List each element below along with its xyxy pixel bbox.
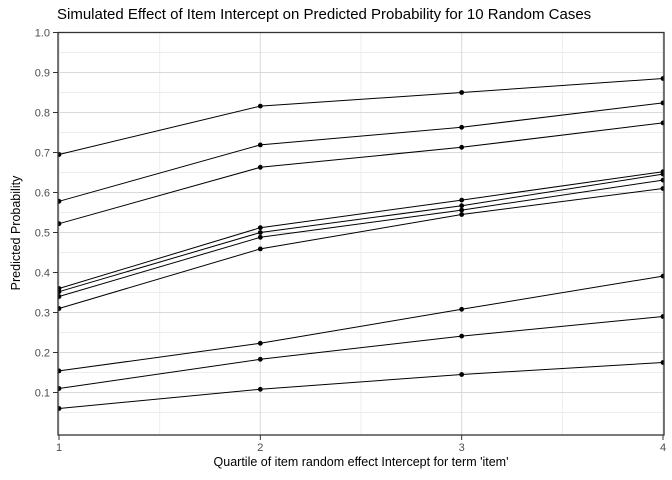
data-point-case_5-x4: [660, 171, 664, 177]
tick-label-y: 0.4: [35, 268, 50, 280]
data-point-case_10-x2: [257, 386, 263, 392]
data-point-case_9-x3: [459, 333, 465, 339]
data-point-case_8-x3: [459, 306, 465, 312]
data-point-case_8-x4: [660, 273, 664, 279]
data-point-case_5-x3: [459, 203, 465, 209]
data-point-case_2-x4: [660, 100, 664, 106]
data-point-case_10-x4: [660, 360, 664, 365]
x-axis-title: Quartile of item random effect Intercept…: [213, 455, 509, 469]
data-point-case_6-x1: [58, 294, 62, 299]
tick-label-y: 0.3: [35, 308, 50, 320]
data-point-case_3-x3: [459, 144, 465, 150]
data-point-case_2-x3: [459, 124, 465, 130]
data-point-case_8-x1: [58, 368, 62, 374]
tick-label-y: 0.1: [35, 388, 50, 400]
data-point-case_1-x4: [660, 76, 664, 81]
series-line-case_1: [58, 78, 664, 155]
data-point-case_7-x2: [257, 246, 263, 252]
tick-label-x: 2: [257, 442, 263, 454]
panel-border: [57, 31, 665, 436]
data-point-case_7-x3: [459, 212, 465, 217]
data-point-case_3-x1: [58, 221, 62, 227]
data-point-case_3-x4: [660, 120, 664, 126]
data-point-case_7-x4: [660, 186, 664, 191]
chart-title: Simulated Effect of Item Intercept on Pr…: [57, 6, 592, 23]
data-point-case_5-x2: [257, 230, 263, 235]
data-point-case_9-x1: [58, 386, 62, 391]
data-point-case_9-x2: [257, 356, 263, 362]
series-group: [58, 76, 664, 411]
tick-label-y: 0.6: [35, 188, 50, 200]
tick-label-y: 1.0: [35, 28, 50, 40]
series-line-case_6: [58, 179, 664, 297]
tick-label-y: 0.9: [35, 68, 50, 80]
data-point-case_8-x2: [257, 340, 263, 346]
data-point-case_5-x1: [58, 289, 62, 295]
data-point-case_7-x1: [58, 306, 62, 311]
data-point-case_3-x2: [257, 164, 263, 170]
data-point-case_2-x2: [257, 142, 263, 148]
tick-label-x: 1: [56, 442, 62, 454]
tick-label-y: 0.2: [35, 348, 50, 360]
tick-label-x: 3: [459, 442, 465, 454]
tick-label-x: 4: [660, 442, 666, 454]
data-point-case_6-x4: [660, 177, 664, 183]
data-point-case_2-x1: [58, 198, 62, 204]
tick-label-y: 0.8: [35, 108, 50, 120]
data-point-case_6-x3: [459, 207, 465, 213]
series-line-case_8: [58, 275, 664, 372]
data-point-case_4-x2: [257, 225, 263, 231]
data-point-case_4-x3: [459, 197, 465, 203]
series-line-case_3: [58, 122, 664, 225]
series-line-case_2: [58, 102, 664, 202]
series-line-case_9: [58, 316, 664, 389]
data-point-case_6-x2: [257, 234, 263, 240]
data-point-case_1-x3: [459, 90, 465, 95]
series-line-case_7: [58, 188, 664, 309]
series-line-case_5: [58, 173, 664, 293]
data-point-case_1-x2: [257, 103, 263, 109]
data-point-case_1-x1: [58, 152, 62, 157]
data-point-case_10-x1: [58, 406, 62, 411]
series-line-case_10: [58, 362, 664, 409]
data-point-case_9-x4: [660, 314, 664, 319]
data-point-case_10-x3: [459, 372, 465, 377]
tick-label-y: 0.5: [35, 228, 50, 240]
tick-label-y: 0.7: [35, 148, 50, 160]
series-line-case_4: [58, 171, 664, 289]
